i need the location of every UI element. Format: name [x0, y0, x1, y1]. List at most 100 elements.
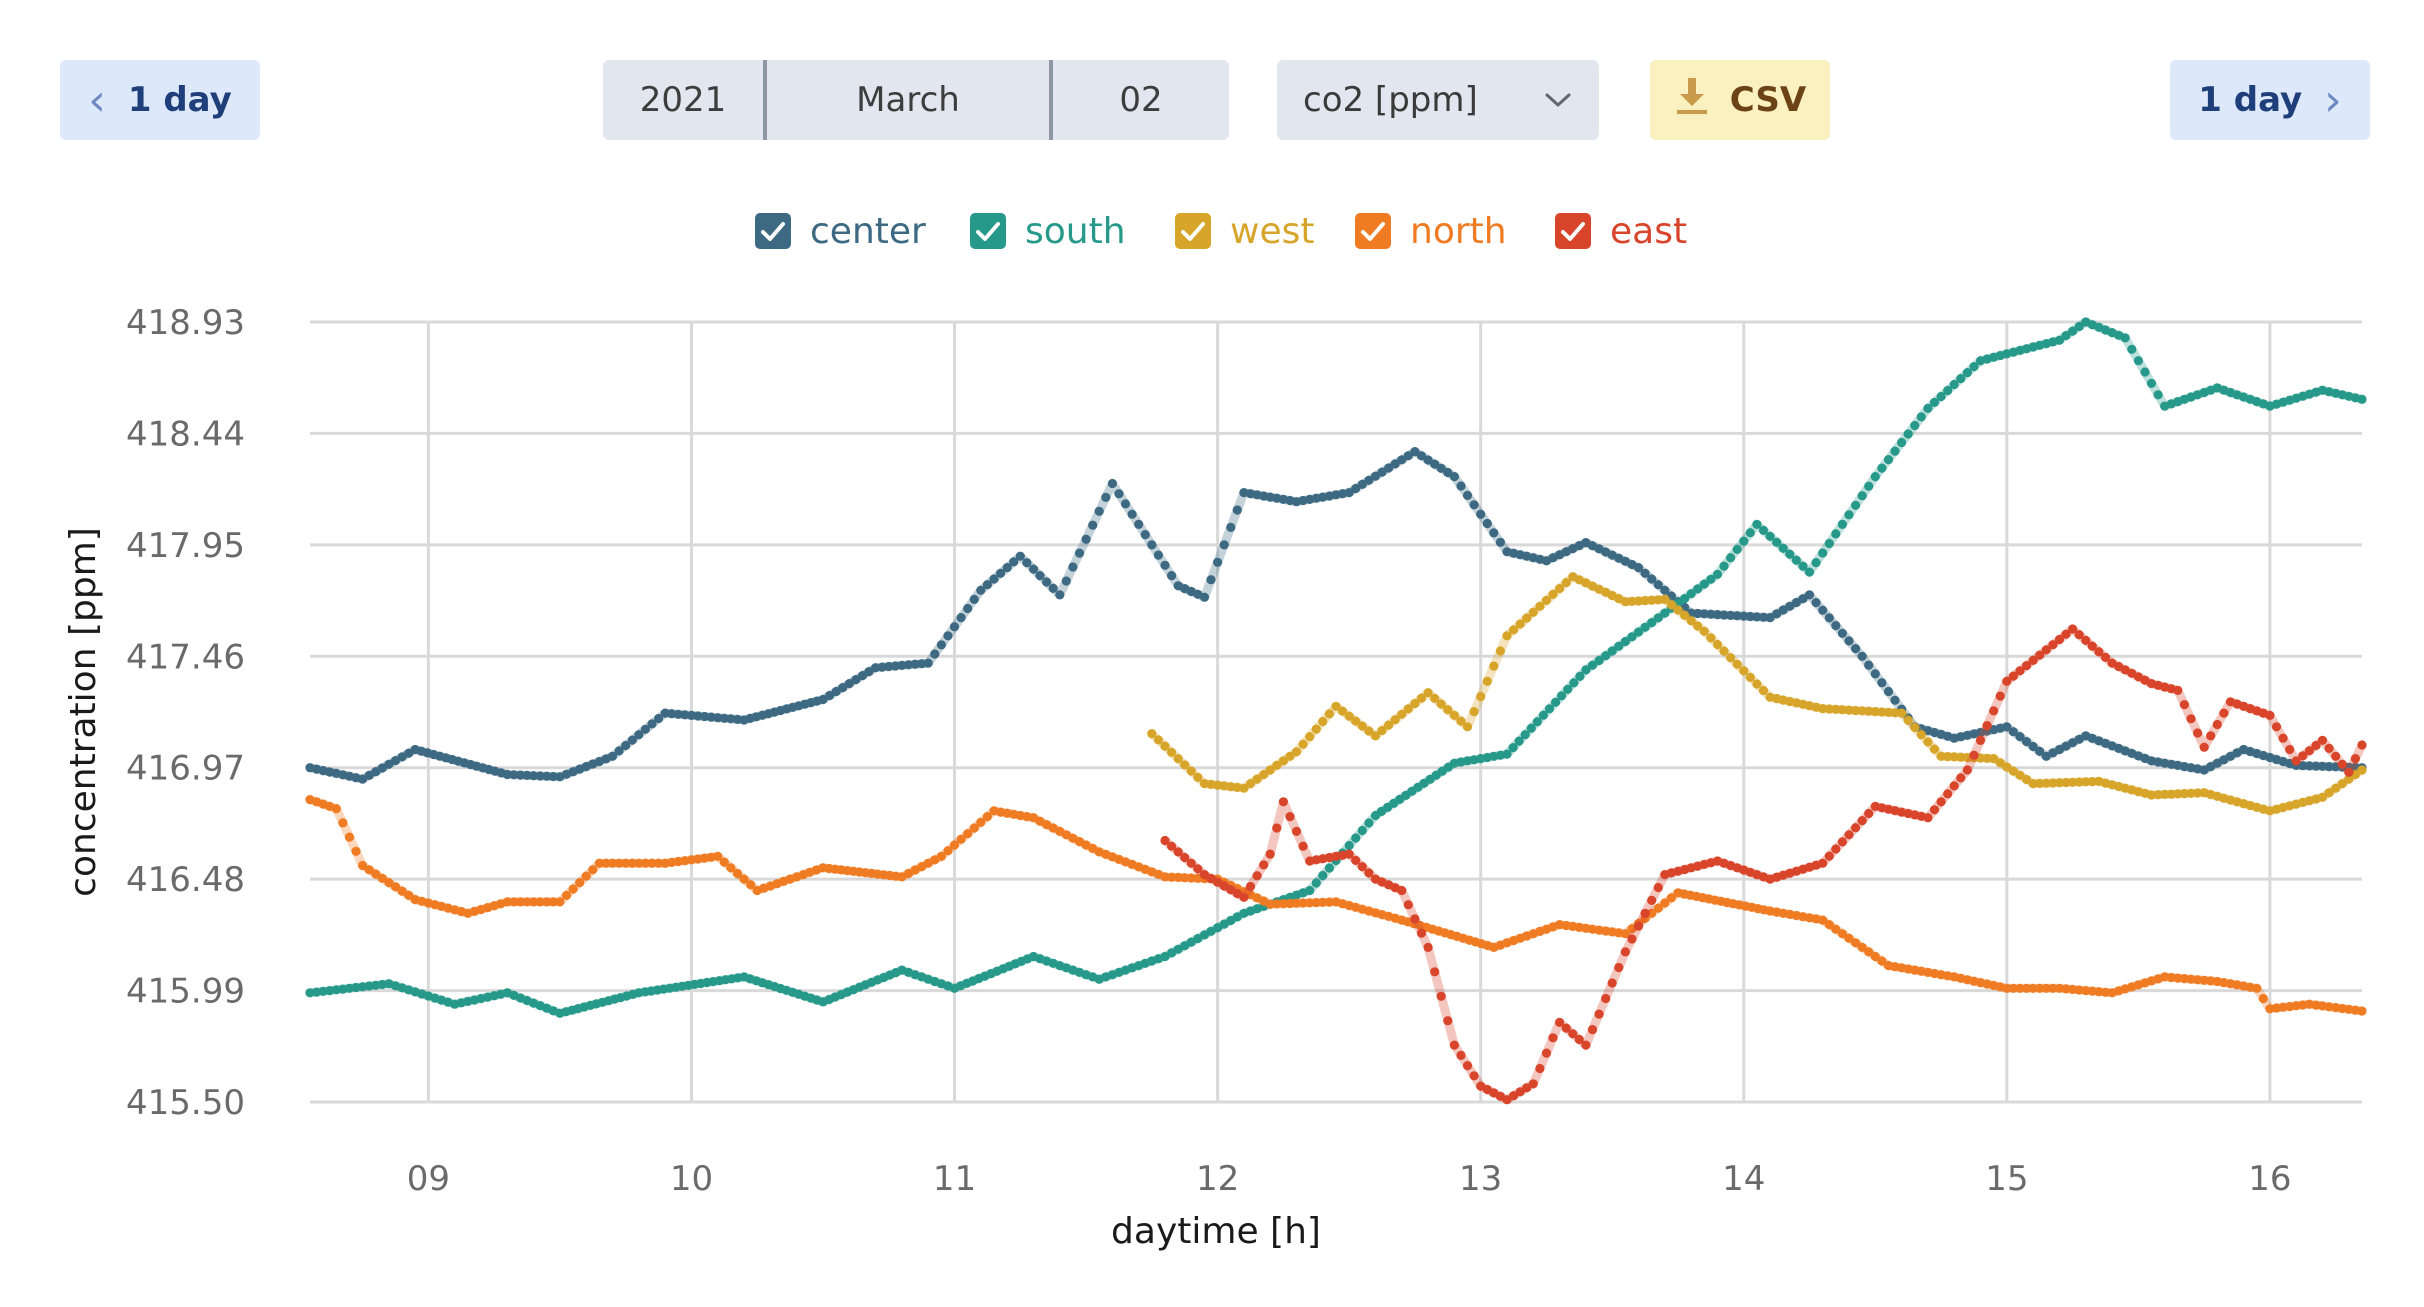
data-point-south	[1640, 622, 1650, 632]
data-point-south	[1653, 613, 1663, 623]
data-point-center	[732, 714, 743, 725]
data-point-west	[1153, 735, 1163, 745]
metric-select[interactable]: co2 [ppm]	[1277, 60, 1599, 140]
data-point-center	[1633, 563, 1644, 573]
year-field[interactable]: 2021	[639, 80, 727, 120]
data-point-east	[2068, 624, 2078, 634]
data-point-north	[502, 897, 512, 907]
data-point-east	[1864, 808, 1874, 819]
next-day-button[interactable]: 1 day ›	[2170, 60, 2370, 140]
month-field[interactable]: March	[763, 60, 1053, 140]
data-point-north	[2061, 984, 2071, 994]
data-point-west	[1818, 704, 1828, 714]
data-point-east	[1936, 797, 1946, 807]
data-point-east	[2186, 714, 2196, 724]
data-point-east	[2291, 756, 2301, 766]
checkbox-center[interactable]	[755, 213, 791, 249]
checkbox-north[interactable]	[1355, 213, 1391, 249]
data-point-north	[2041, 983, 2051, 993]
data-point-west	[2153, 790, 2163, 800]
data-point-east	[1285, 812, 1295, 822]
data-point-south	[1318, 870, 1328, 881]
data-point-east	[1653, 882, 1663, 893]
csv-download-button[interactable]: CSV	[1650, 60, 1830, 140]
data-point-east	[1278, 797, 1288, 807]
legend-item-north[interactable]: north	[1355, 211, 1507, 252]
data-point-north	[2100, 987, 2111, 997]
data-point-south	[1357, 825, 1367, 836]
data-point-south	[1831, 529, 1841, 539]
data-point-north	[2357, 1006, 2367, 1016]
data-point-center	[1088, 520, 1098, 530]
data-point-center	[1462, 490, 1473, 500]
data-point-south	[1538, 710, 1548, 720]
checkbox-east[interactable]	[1555, 213, 1591, 249]
data-point-west	[1390, 715, 1400, 725]
data-point-west	[2331, 783, 2341, 793]
legend-label-center: center	[810, 211, 926, 252]
data-point-east	[2331, 751, 2341, 761]
data-point-east	[1574, 1034, 1584, 1045]
data-point-east	[2212, 719, 2222, 730]
data-point-west	[1739, 666, 1749, 676]
prev-day-button[interactable]: ‹ 1 day	[60, 60, 260, 140]
data-point-east	[1824, 851, 1834, 861]
data-point-west	[2035, 778, 2045, 789]
data-point-north	[515, 897, 526, 907]
data-point-center	[996, 568, 1006, 578]
data-point-south	[1824, 538, 1834, 549]
data-point-north	[1666, 893, 1676, 903]
data-point-north	[1660, 898, 1670, 908]
checkbox-west[interactable]	[1175, 213, 1211, 249]
data-point-east	[1581, 1040, 1591, 1050]
data-point-north	[561, 890, 572, 901]
data-point-west	[1982, 753, 1992, 763]
data-point-east	[1522, 1083, 1532, 1093]
data-point-west	[2028, 779, 2038, 789]
data-point-west	[2048, 778, 2058, 788]
data-point-north	[1265, 899, 1275, 909]
data-point-center	[1423, 455, 1433, 465]
data-point-west	[1699, 626, 1709, 636]
data-point-east	[1173, 847, 1183, 857]
y-tick-label: 415.99	[126, 972, 245, 1012]
legend-item-west[interactable]: west	[1175, 211, 1314, 252]
data-point-center	[1693, 608, 1703, 619]
day-field[interactable]: 02	[1119, 80, 1163, 120]
data-point-south	[2054, 335, 2065, 345]
data-point-center	[627, 735, 637, 745]
checkbox-south[interactable]	[970, 213, 1006, 249]
data-point-west	[1923, 737, 1933, 747]
data-point-north	[371, 869, 381, 879]
legend-item-center[interactable]: center	[755, 211, 926, 252]
data-point-north	[529, 897, 539, 907]
data-point-west	[1561, 578, 1571, 588]
data-point-west	[2337, 779, 2347, 789]
data-point-east	[1403, 900, 1413, 910]
data-point-north	[2002, 983, 2012, 993]
data-point-east	[2304, 746, 2314, 756]
data-point-south	[1305, 885, 1315, 896]
legend-item-south[interactable]: south	[970, 211, 1126, 252]
data-point-south	[1903, 429, 1913, 439]
data-point-south	[1594, 655, 1604, 666]
data-point-center	[509, 770, 519, 780]
data-point-north	[621, 858, 631, 868]
data-point-south	[1647, 618, 1657, 628]
data-point-center	[621, 740, 631, 751]
data-point-center	[1837, 628, 1847, 638]
data-point-east	[1956, 773, 1966, 783]
data-point-north	[548, 897, 558, 907]
data-point-center	[1134, 519, 1144, 530]
data-point-west	[1666, 600, 1676, 610]
data-point-center	[607, 751, 618, 761]
legend-item-east[interactable]: east	[1555, 211, 1687, 252]
data-point-east	[1430, 967, 1440, 977]
data-point-west	[1660, 594, 1670, 605]
data-point-east	[2074, 630, 2084, 640]
data-point-south	[1765, 531, 1775, 541]
data-point-center	[851, 675, 861, 685]
data-point-west	[1305, 732, 1315, 742]
data-point-east	[1364, 868, 1374, 878]
data-point-north	[2206, 976, 2216, 986]
